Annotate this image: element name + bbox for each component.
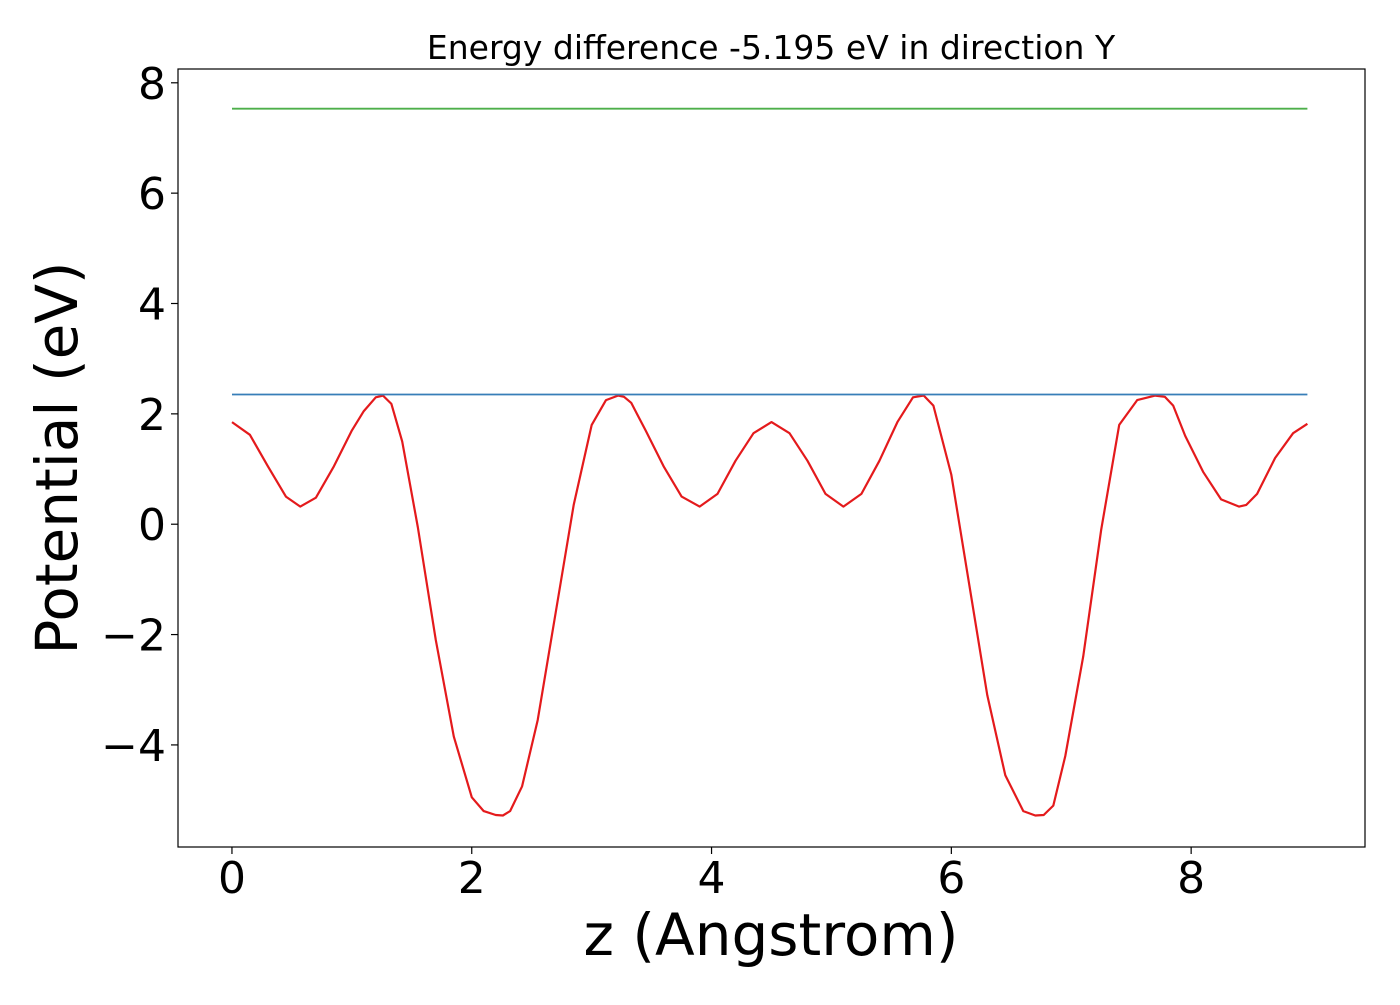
y-axis-label: Potential (eV): [23, 261, 91, 654]
x-tick-label: 6: [937, 853, 965, 904]
potential-curve: [231, 394, 1309, 817]
y-tick-label: −4: [101, 721, 166, 772]
y-tick-label: 4: [138, 280, 166, 331]
y-tick-label: −2: [101, 611, 166, 662]
plot-frame: [177, 68, 1366, 848]
y-tick-label: 8: [138, 59, 166, 110]
x-tick-label: 4: [698, 853, 726, 904]
y-tick-label: 2: [138, 390, 166, 441]
series-layer: [231, 107, 1309, 817]
y-axis: −4 −2 0 2 4 6 8: [101, 59, 178, 772]
x-tick-label: 8: [1177, 853, 1205, 904]
x-tick-label: 0: [218, 853, 246, 904]
chart-title: Energy difference -5.195 eV in direction…: [427, 28, 1116, 67]
x-tick-label: 2: [458, 853, 486, 904]
x-axis: 0 2 4 6 8: [218, 847, 1205, 904]
x-axis-label: z (Angstrom): [584, 901, 959, 969]
y-tick-label: 6: [138, 169, 166, 220]
y-tick-label: 0: [138, 500, 166, 551]
